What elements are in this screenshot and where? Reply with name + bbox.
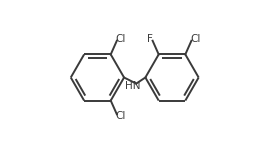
Text: F: F bbox=[147, 34, 153, 44]
Text: Cl: Cl bbox=[115, 34, 126, 44]
Text: Cl: Cl bbox=[115, 111, 126, 121]
Text: Cl: Cl bbox=[190, 34, 200, 44]
Text: HN: HN bbox=[125, 81, 140, 91]
